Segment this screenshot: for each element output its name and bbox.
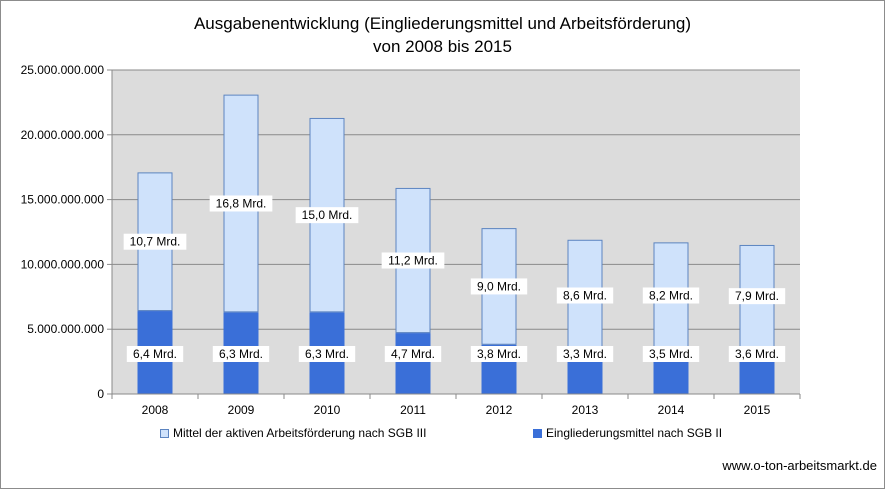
chart-title: Ausgabenentwicklung (Eingliederungsmitte… [193,14,692,33]
x-tick-label: 2014 [658,403,685,417]
chart-legend: Mittel der aktiven Arbeitsförderung nach… [0,426,885,444]
data-label-sgb2-2009: 6,3 Mrd. [219,347,263,361]
chart-subtitle: von 2008 bis 2015 [373,37,512,56]
x-tick-label: 2009 [228,403,255,417]
y-tick-label: 5.000.000.000 [27,322,104,336]
data-label-sgb2-2014: 3,5 Mrd. [649,347,693,361]
x-tick-label: 2008 [142,403,169,417]
y-tick-label: 20.000.000.000 [21,128,105,142]
x-tick-label: 2012 [486,403,513,417]
data-label-sgb2-2010: 6,3 Mrd. [305,347,349,361]
data-label-sgb3-2011-bg [381,252,445,269]
x-tick-label: 2011 [400,403,426,417]
legend-swatch-sgb2 [533,428,542,438]
data-label-sgb3-2010: 15,0 Mrd. [302,208,353,222]
data-label-sgb2-2015: 3,6 Mrd. [735,347,779,361]
x-tick-label: 2013 [572,403,599,417]
y-tick-label: 10.000.000.000 [21,257,105,271]
data-label-sgb2-2015-bg [728,346,786,362]
data-label-sgb3-2011: 11,2 Mrd. [388,254,438,268]
data-label-sgb3-2012: 9,0 Mrd. [477,279,521,293]
y-tick-label: 0 [97,387,104,401]
y-tick-label: 15.000.000.000 [21,193,105,207]
legend-label-sgb3: Mittel der aktiven Arbeitsförderung nach… [173,426,427,440]
data-label-sgb3-2009-bg [209,195,273,212]
data-label-sgb2-2008: 6,4 Mrd. [133,347,177,361]
data-label-sgb2-2013-bg [556,346,614,362]
data-label-sgb2-2009-bg [212,346,270,362]
data-label-sgb2-2012-bg [470,346,528,362]
x-tick-label: 2015 [744,403,771,417]
legend-label-sgb2: Eingliederungsmittel nach SGB II [546,426,723,440]
x-tick-label: 2010 [314,403,341,417]
legend-item-sgb3: Mittel der aktiven Arbeitsförderung nach… [160,426,426,440]
data-label-sgb2-2014-bg [642,346,700,362]
y-tick-label: 25.000.000.000 [21,63,105,77]
data-label-sgb3-2010-bg [295,207,359,224]
data-label-sgb3-2014-bg [642,287,700,304]
data-label-sgb3-2015-bg [728,288,786,305]
data-label-sgb3-2013-bg [556,287,614,304]
data-label-sgb3-2015: 7,9 Mrd. [735,289,779,303]
plot-area [112,70,800,394]
data-label-sgb2-2010-bg [298,346,356,362]
legend-swatch-sgb3 [160,428,169,438]
bar-sgb2-2011 [395,333,431,394]
data-label-sgb2-2011-bg [384,346,442,362]
data-label-sgb3-2014: 8,2 Mrd. [649,289,693,303]
data-label-sgb2-2013: 3,3 Mrd. [563,347,607,361]
data-label-sgb2-2008-bg [126,346,184,362]
legend-item-sgb2: Eingliederungsmittel nach SGB II [533,426,722,440]
data-label-sgb3-2009: 16,8 Mrd. [216,196,267,210]
data-label-sgb3-2008: 10,7 Mrd. [130,235,181,249]
source-url: www.o-ton-arbeitsmarkt.de [722,458,877,473]
data-label-sgb3-2013: 8,6 Mrd. [563,289,607,303]
data-label-sgb3-2008-bg [123,233,187,250]
data-label-sgb3-2012-bg [470,278,528,295]
data-label-sgb2-2012: 3,8 Mrd. [477,347,521,361]
data-label-sgb2-2011: 4,7 Mrd. [391,347,435,361]
